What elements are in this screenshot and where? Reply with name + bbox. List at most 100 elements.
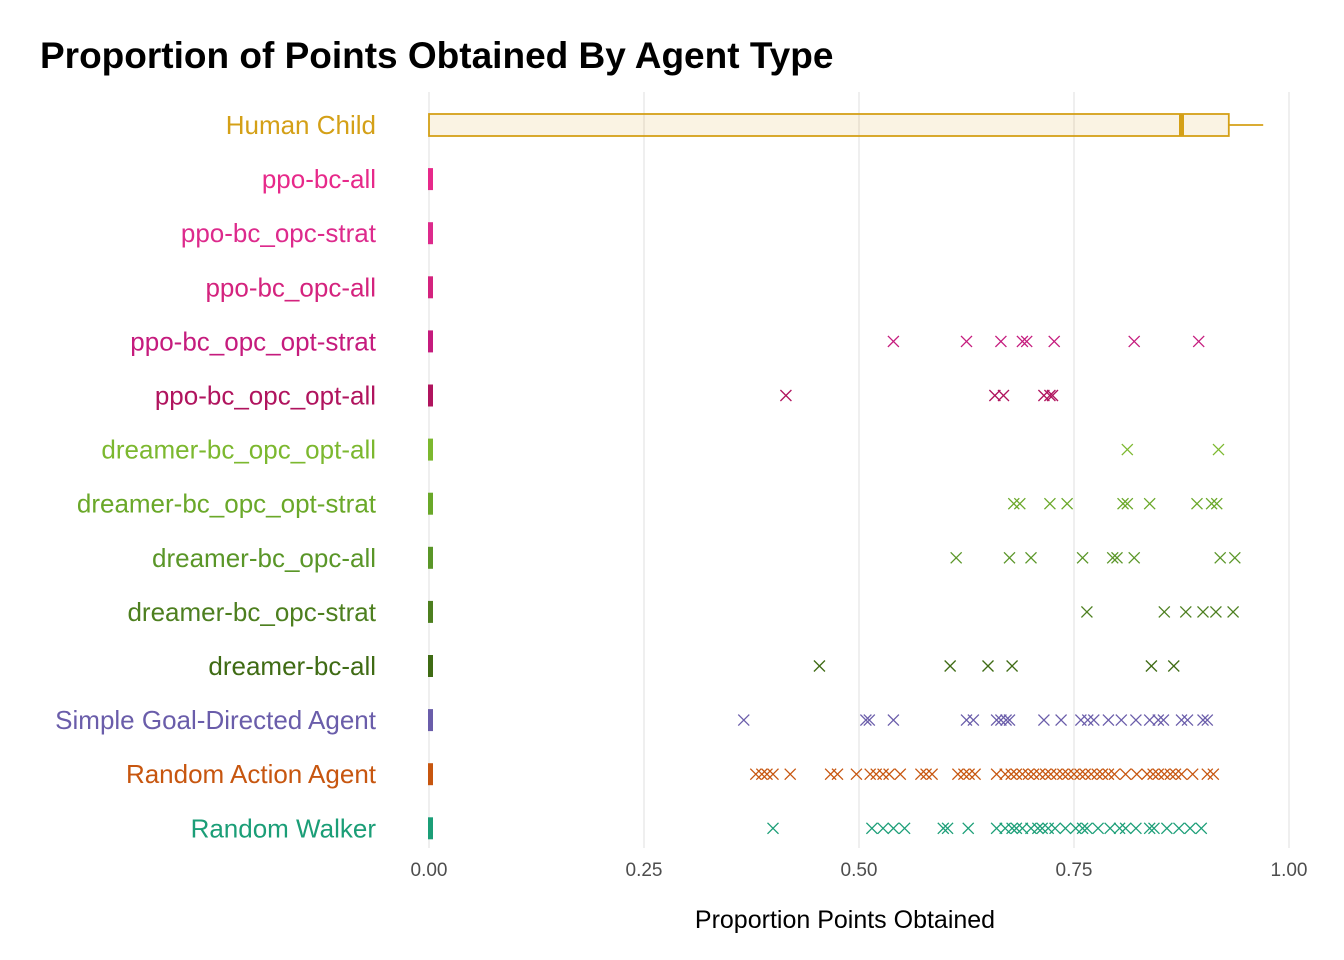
data-point	[969, 768, 982, 781]
data-point	[1096, 768, 1109, 781]
data-point	[749, 768, 762, 781]
data-point	[1056, 768, 1069, 781]
x-tick-label: 0.25	[626, 860, 663, 881]
data-point	[1195, 822, 1208, 835]
data-point	[1119, 822, 1132, 835]
data-point	[1022, 768, 1035, 781]
data-point	[1062, 768, 1074, 781]
data-point	[898, 822, 911, 835]
data-point	[1031, 822, 1044, 835]
data-point	[1005, 768, 1018, 781]
x-tick-labels: 0.00 0.25 0.50 0.75 1.00	[411, 860, 1308, 881]
category-label: ppo-bc_opc_opt-all	[155, 381, 376, 411]
data-point	[1143, 497, 1156, 510]
data-point	[1228, 551, 1241, 564]
category-label: dreamer-bc_opc_opt-all	[101, 435, 376, 465]
data-point	[767, 822, 779, 835]
boxes	[428, 113, 1264, 840]
data-point	[1160, 822, 1173, 835]
data-point	[1207, 768, 1220, 781]
data-point	[926, 768, 939, 781]
data-point	[1201, 714, 1214, 727]
data-point	[1068, 768, 1080, 781]
data-point	[951, 768, 964, 781]
data-point	[960, 335, 973, 348]
data-point	[1128, 335, 1141, 348]
data-point	[963, 768, 976, 781]
data-point	[1049, 822, 1062, 835]
category-label: dreamer-bc-all	[208, 651, 376, 681]
data-point	[850, 768, 863, 781]
data-point	[1128, 551, 1141, 564]
data-point	[914, 768, 927, 781]
data-point	[877, 822, 890, 835]
data-point	[1197, 605, 1209, 618]
data-point	[831, 768, 844, 781]
data-point	[1059, 822, 1072, 835]
data-point	[1121, 443, 1134, 456]
category-label: ppo-bc_opc-all	[205, 272, 376, 302]
data-point	[1076, 822, 1089, 835]
data-point	[1046, 389, 1059, 402]
data-point	[1006, 822, 1019, 835]
x-tick-label: 1.00	[1271, 860, 1308, 881]
data-point	[1043, 497, 1056, 510]
data-point	[1087, 714, 1100, 727]
data-point	[1141, 768, 1154, 781]
data-point	[994, 335, 1007, 348]
data-point	[1037, 714, 1050, 727]
data-point	[950, 551, 963, 564]
data-point	[1061, 497, 1074, 510]
data-point	[767, 768, 779, 781]
data-point	[1205, 497, 1218, 510]
points	[737, 335, 1241, 835]
data-point	[737, 714, 750, 727]
data-point	[1108, 768, 1121, 781]
data-point	[1010, 822, 1023, 835]
data-point	[999, 768, 1012, 781]
data-point	[1016, 768, 1029, 781]
data-point	[1080, 822, 1093, 835]
data-point	[887, 335, 900, 348]
data-point	[1164, 768, 1177, 781]
data-point	[1179, 605, 1192, 618]
data-point	[887, 714, 900, 727]
data-point	[1143, 714, 1156, 727]
data-point	[990, 714, 1003, 727]
data-point	[967, 714, 980, 727]
category-label: dreamer-bc_opc-all	[152, 543, 376, 573]
data-point	[859, 714, 872, 727]
data-point	[1027, 768, 1040, 781]
data-point	[990, 822, 1003, 835]
data-point	[813, 660, 826, 672]
data-point	[1074, 768, 1086, 781]
data-point	[1167, 660, 1180, 672]
data-point	[887, 822, 900, 835]
data-point	[941, 822, 954, 835]
data-point	[1033, 768, 1046, 781]
data-point	[1102, 768, 1115, 781]
data-point	[1175, 768, 1188, 781]
data-point	[1076, 551, 1089, 564]
data-point	[1197, 714, 1209, 727]
data-point	[779, 389, 792, 402]
data-point	[1055, 714, 1068, 727]
category-labels: Human Child ppo-bc-all ppo-bc_opc-stratppo…	[55, 110, 377, 843]
data-point	[1048, 335, 1061, 348]
data-point	[755, 768, 768, 781]
data-point	[1212, 443, 1225, 456]
data-point	[1175, 714, 1188, 727]
data-point	[1201, 768, 1214, 781]
data-point	[1145, 660, 1158, 672]
data-point	[1106, 551, 1119, 564]
data-point	[988, 389, 1001, 402]
data-point	[1000, 714, 1013, 727]
data-point	[1119, 768, 1132, 781]
data-point	[894, 768, 907, 781]
category-label: Random Action Agent	[126, 759, 377, 789]
x-axis-title: Proportion Points Obtained	[695, 906, 995, 934]
data-point	[920, 768, 933, 781]
data-point	[1227, 605, 1240, 618]
data-point	[1130, 768, 1143, 781]
data-point	[1186, 768, 1199, 781]
